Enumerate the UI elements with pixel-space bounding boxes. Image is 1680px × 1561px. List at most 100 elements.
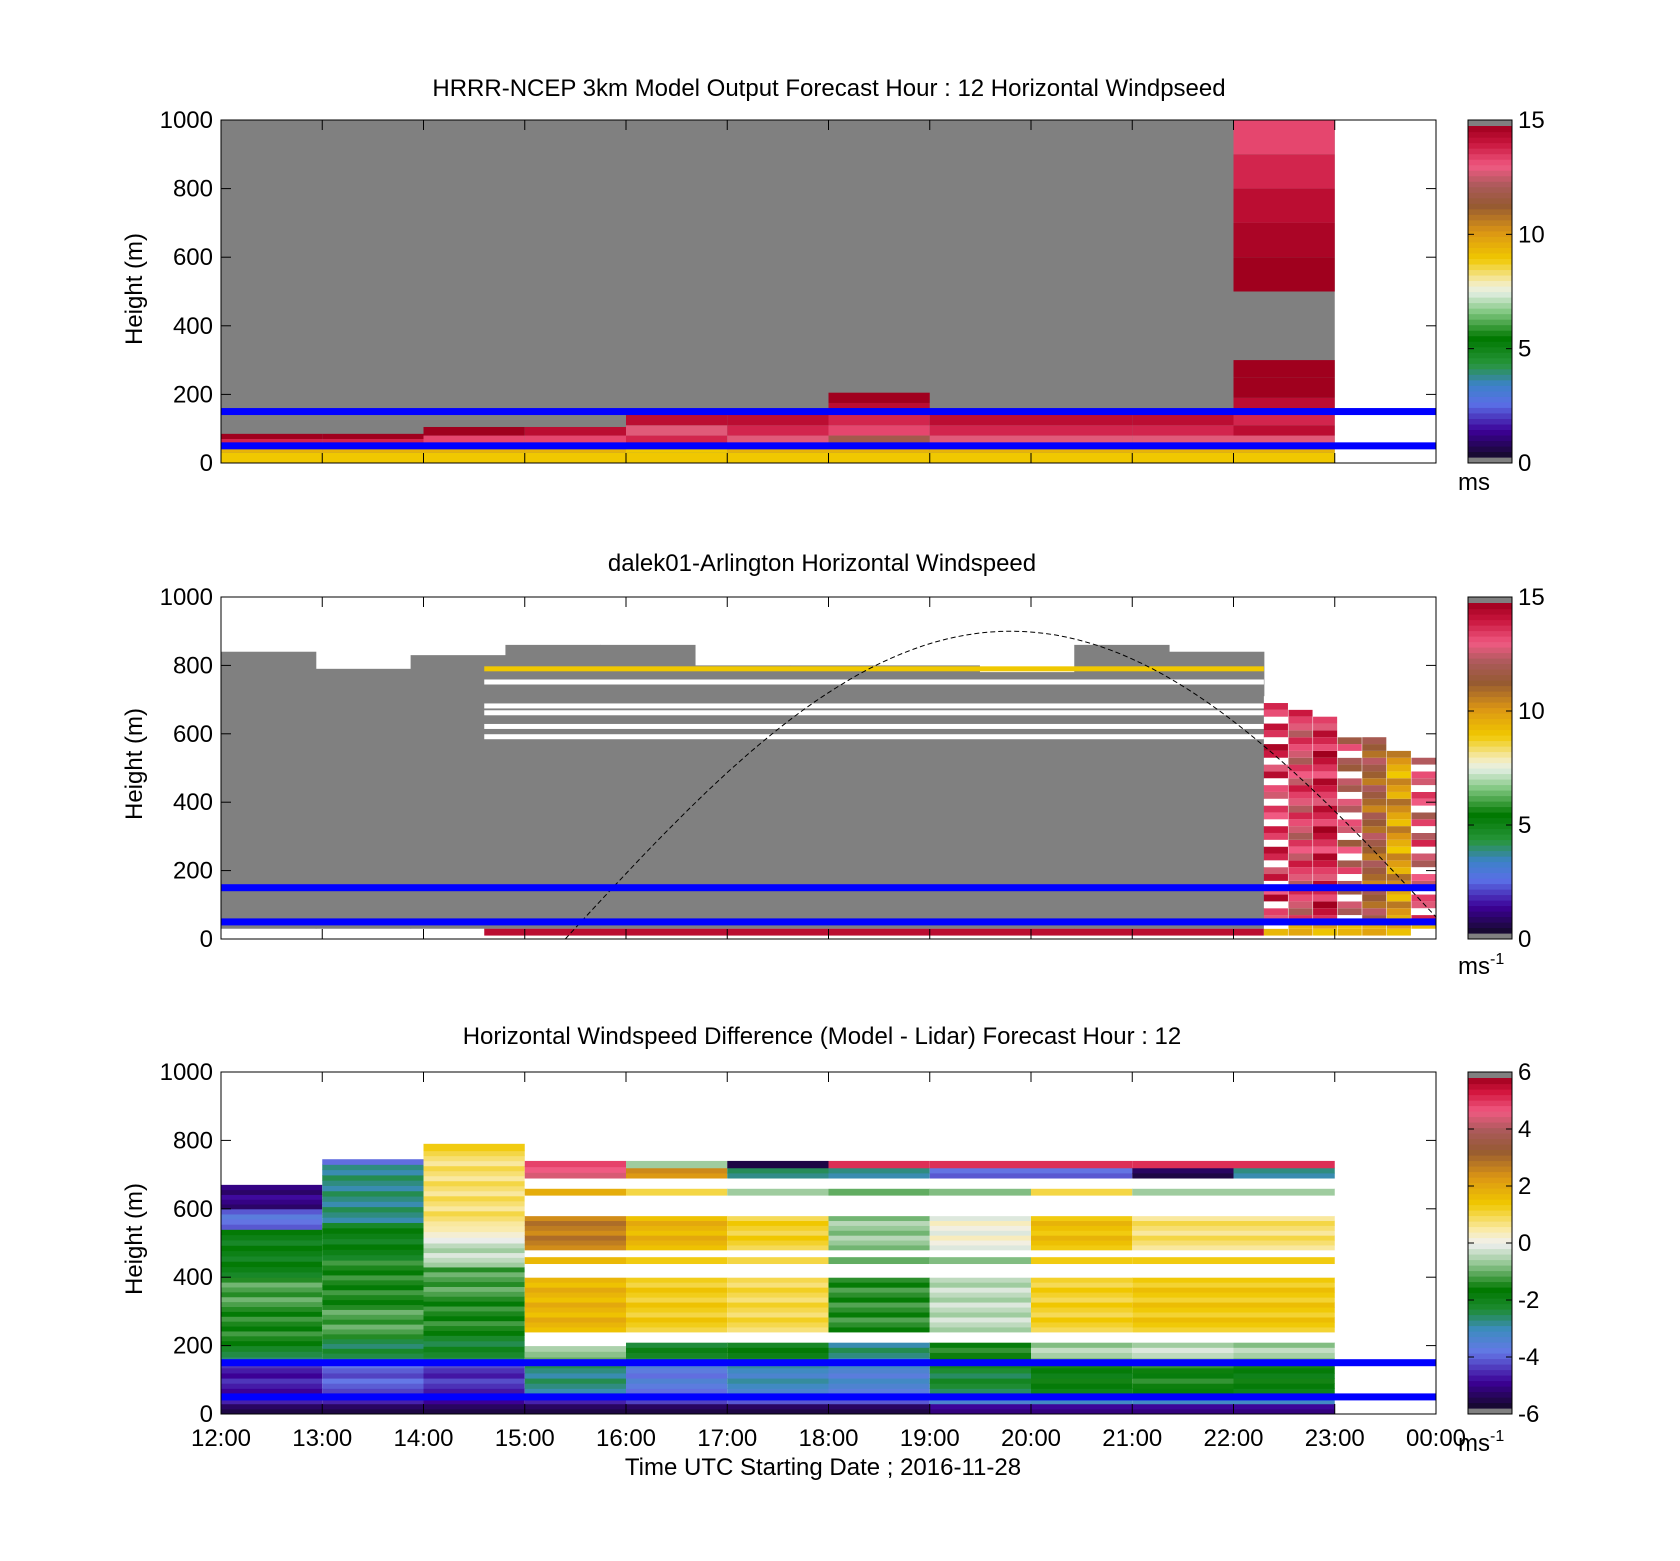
lidar-cell <box>1362 867 1387 875</box>
model-cell <box>828 425 930 436</box>
lidar-cell <box>1411 846 1436 854</box>
colorbar-segment <box>1468 236 1512 243</box>
panel-model-axis: 0 200 400 600 800 1000 <box>160 107 1437 477</box>
model-cell <box>1132 425 1234 436</box>
difference-cell <box>423 1252 525 1258</box>
colorbar-segment <box>1468 374 1512 381</box>
lidar-cell <box>1313 744 1338 751</box>
difference-cell <box>1132 1312 1234 1318</box>
difference-cell <box>221 1388 323 1394</box>
difference-cell <box>423 1276 525 1283</box>
difference-cell <box>221 1239 323 1246</box>
colorbar-segment <box>1468 636 1512 643</box>
difference-cell <box>1233 1337 1335 1343</box>
difference-cell <box>929 1240 1031 1246</box>
difference-cell <box>727 1263 829 1269</box>
lidar-cell <box>1313 730 1338 738</box>
lidar-cell <box>1362 778 1387 786</box>
difference-cell <box>626 1225 728 1231</box>
model-cell <box>929 425 1031 436</box>
x-tick-label: 21:00 <box>1102 1425 1162 1452</box>
lidar-cell <box>1337 908 1362 916</box>
difference-cell <box>929 1372 1031 1379</box>
difference-cell <box>828 1225 930 1231</box>
lidar-cell <box>1263 723 1288 731</box>
difference-cell <box>524 1263 626 1269</box>
difference-cell <box>221 1316 323 1322</box>
colorbar-segment <box>1468 647 1512 654</box>
difference-cell <box>1233 1297 1335 1303</box>
colorbar-segment <box>1468 434 1512 442</box>
difference-cell <box>727 1178 829 1184</box>
difference-cell <box>626 1337 728 1343</box>
difference-cell <box>828 1188 930 1196</box>
lidar-cell <box>1411 764 1436 772</box>
difference-cell <box>1233 1312 1335 1318</box>
colorbar-segment <box>1468 1078 1512 1085</box>
lidar-cell <box>1288 723 1313 731</box>
lidar-cell <box>1288 928 1313 936</box>
difference-cell <box>221 1403 323 1410</box>
difference-cell <box>423 1262 525 1268</box>
difference-cell <box>1233 1167 1335 1174</box>
difference-cell <box>322 1269 424 1276</box>
lidar-cell <box>1411 894 1436 902</box>
colorbar-segment <box>1468 1155 1512 1162</box>
difference-cell <box>626 1398 728 1405</box>
difference-cell <box>1031 1403 1133 1410</box>
reference-height-line <box>221 884 1436 892</box>
colorbar-segment <box>1468 674 1512 681</box>
colorbar-segment <box>1468 1303 1512 1310</box>
lidar-cell <box>1313 928 1338 936</box>
lidar-gap-line <box>484 723 1264 729</box>
lidar-cell <box>1337 785 1362 792</box>
lidar-cell <box>1411 785 1436 792</box>
colorbar-segment <box>1468 1353 1512 1360</box>
colorbar-segment <box>1468 1347 1512 1354</box>
difference-cell <box>626 1172 728 1179</box>
lidar-cell <box>1313 723 1338 731</box>
difference-cell <box>1031 1195 1133 1201</box>
difference-cell <box>322 1343 424 1349</box>
colorbar-segment <box>1468 1336 1512 1343</box>
lidar-cell <box>1263 908 1288 916</box>
y-tick-label: 400 <box>173 313 213 340</box>
colorbar-segment <box>1468 297 1512 304</box>
difference-cell <box>1132 1297 1234 1303</box>
difference-cell <box>322 1388 424 1394</box>
colorbar-segment <box>1468 418 1512 425</box>
difference-cell <box>221 1311 323 1317</box>
colorbar-segment <box>1468 608 1512 615</box>
lidar-cell <box>1263 839 1288 847</box>
lidar-cell <box>1263 778 1288 786</box>
difference-cell <box>1233 1160 1335 1169</box>
difference-cell <box>828 1321 930 1328</box>
colorbar-segment <box>1468 757 1512 764</box>
reference-height-line <box>221 408 1436 416</box>
colorbar-segment <box>1468 396 1512 403</box>
difference-cell <box>423 1170 525 1177</box>
lidar-cell <box>1313 805 1338 813</box>
colorbar-segment <box>1468 724 1512 731</box>
difference-cell <box>423 1243 525 1249</box>
difference-cell <box>1233 1352 1335 1359</box>
lidar-cell <box>1313 853 1338 861</box>
lidar-cell <box>1263 846 1288 854</box>
difference-cell <box>221 1204 323 1210</box>
colorbar-segment <box>1468 905 1512 912</box>
difference-cell <box>626 1326 728 1333</box>
lidar-cell <box>1337 750 1362 758</box>
lidar-cell <box>1313 819 1338 827</box>
difference-cell <box>524 1307 626 1313</box>
difference-cell <box>929 1277 1031 1283</box>
difference-cell <box>626 1408 728 1415</box>
difference-cell <box>828 1307 930 1313</box>
difference-cell <box>322 1314 424 1320</box>
difference-cell <box>727 1205 829 1212</box>
difference-cell <box>626 1321 728 1328</box>
difference-cell <box>1233 1172 1335 1179</box>
colorbar-segment <box>1468 330 1512 337</box>
colorbar-segment <box>1468 669 1512 676</box>
model-cell <box>929 435 1031 446</box>
colorbar-segment <box>1468 861 1512 868</box>
